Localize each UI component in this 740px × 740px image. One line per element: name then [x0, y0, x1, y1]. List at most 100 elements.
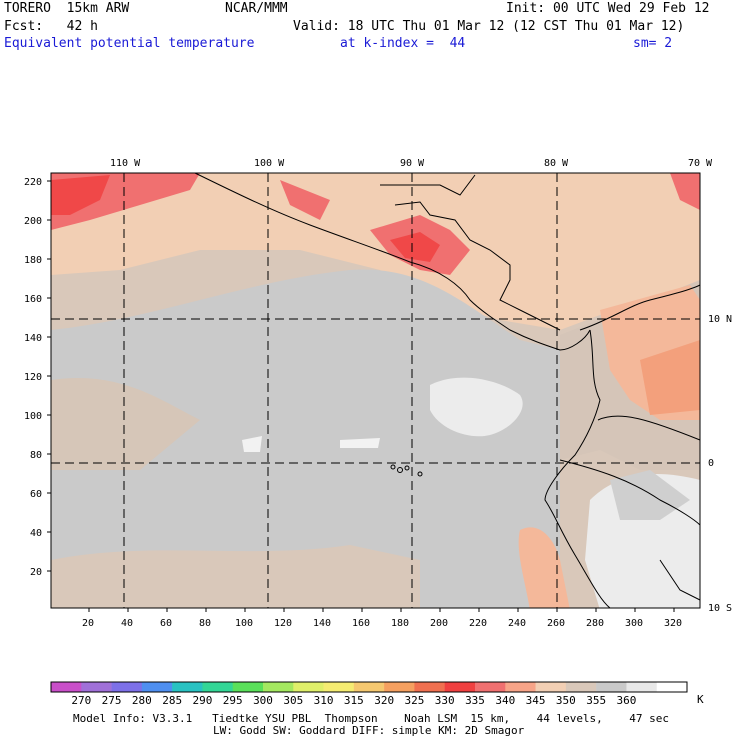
lat-label: 10 N: [708, 314, 732, 325]
colorbar-swatch: [172, 682, 203, 692]
x-tick-label: 60: [160, 618, 172, 629]
colorbar-swatch: [263, 682, 294, 692]
map-field: [51, 173, 700, 608]
map-frame: [50, 172, 701, 609]
field-white-patch-3: [242, 436, 262, 452]
level-index: at k-index = 44: [340, 36, 466, 51]
colorbar-swatch: [596, 682, 627, 692]
colorbar-label: 305: [283, 694, 304, 707]
colorbar-swatch: [353, 682, 385, 692]
x-tick-label: 300: [625, 618, 643, 629]
x-tick-label: 280: [586, 618, 604, 629]
graticule: [51, 173, 700, 608]
colorbar-swatch: [293, 682, 324, 692]
y-tick-label: 200: [24, 216, 42, 227]
axis-labels: 110 W 100 W 90 W 80 W 70 W 10 N 0 10 S 2…: [24, 158, 732, 629]
colorbar-swatch: [141, 682, 173, 692]
y-tick-label: 100: [24, 411, 42, 422]
colorbar-label: 295: [222, 694, 243, 707]
field-red-mexico: [280, 180, 330, 220]
x-tick-label: 160: [352, 618, 370, 629]
field-white-patch: [430, 377, 523, 437]
colorbar-frame: [50, 681, 688, 693]
y-tick-label: 20: [30, 567, 42, 578]
colorbar-swatch: [656, 682, 688, 692]
colorbar-swatch: [202, 682, 234, 692]
colorbar-label: 270: [71, 694, 92, 707]
model-physics: LW: Godd SW: Goddard DIFF: simple KM: 2D…: [213, 724, 525, 737]
x-tick-label: 220: [469, 618, 487, 629]
x-tick-label: 260: [547, 618, 565, 629]
x-tick-label: 120: [274, 618, 292, 629]
smoothing: sm= 2: [633, 36, 673, 51]
organization: NCAR/MMM: [225, 1, 288, 16]
coastline-yucatan: [380, 174, 476, 196]
lon-label: 70 W: [688, 158, 713, 169]
colorbar-swatch: [535, 682, 567, 692]
field-gray-central: [51, 269, 560, 608]
y-tick-label: 180: [24, 255, 42, 266]
field-salmon-east-2: [640, 340, 700, 415]
tick-marks: [47, 180, 675, 612]
init-time: Init: 00 UTC Wed 29 Feb 12: [506, 1, 710, 16]
colorbar-label: 325: [404, 694, 425, 707]
y-tick-label: 80: [30, 450, 42, 461]
colorbar: [50, 681, 688, 693]
coastline-caribbean: [394, 201, 561, 331]
y-tick-label: 120: [24, 372, 42, 383]
lon-label: 100 W: [254, 158, 285, 169]
colorbar-label: 290: [192, 694, 213, 707]
boundary-peru-brazil: [559, 459, 701, 526]
colorbar-unit: K: [697, 693, 704, 706]
field-gray-southeast: [610, 470, 690, 520]
y-tick-label: 140: [24, 333, 42, 344]
x-tick-label: 40: [121, 618, 133, 629]
forecast-hour: Fcst: 42 h: [4, 19, 98, 34]
colorbar-swatch: [505, 682, 536, 692]
x-tick-label: 20: [82, 618, 94, 629]
coastline-south-america-west: [544, 329, 611, 609]
colorbar-label: 340: [495, 694, 516, 707]
colorbar-label: 355: [586, 694, 607, 707]
colorbar-label: 315: [343, 694, 364, 707]
field-name: Equivalent potential temperature: [4, 36, 255, 51]
model-info: Model Info: V3.3.1 Tiedtke YSU PBL Thomp…: [73, 712, 670, 725]
colorbar-swatch: [232, 682, 264, 692]
lat-label: 0: [708, 458, 714, 469]
colorbar-swatch: [414, 682, 446, 692]
colorbar-swatch: [444, 682, 476, 692]
colorbar-swatch: [626, 682, 658, 692]
colorbar-label: 300: [253, 694, 273, 707]
coastline-pacific-central-america: [194, 172, 591, 351]
lat-label: 10 S: [708, 603, 732, 614]
field-peach-north: [51, 173, 700, 330]
colorbar-label: 360: [616, 694, 637, 707]
coastline-colombia-north: [579, 284, 701, 331]
colorbar-label: 280: [131, 694, 152, 707]
x-tick-label: 180: [391, 618, 409, 629]
lon-label: 110 W: [110, 158, 141, 169]
field-red-caribbean: [670, 173, 700, 210]
y-tick-label: 160: [24, 294, 42, 305]
lon-label: 80 W: [544, 158, 569, 169]
colorbar-swatch: [475, 682, 506, 692]
colorbar-label: 275: [101, 694, 122, 707]
field-white-patch-2: [340, 438, 380, 448]
colorbar-label: 345: [525, 694, 546, 707]
model-name: TORERO 15km ARW: [4, 1, 130, 16]
colorbar-swatch: [323, 682, 355, 692]
field-tan-south: [51, 545, 420, 608]
colorbar-label: 320: [374, 694, 395, 707]
colorbar-swatch: [111, 682, 143, 692]
y-tick-label: 60: [30, 489, 42, 500]
galapagos-islands: [390, 464, 423, 477]
x-tick-label: 100: [235, 618, 253, 629]
boundary-colombia-peru: [597, 415, 701, 441]
colorbar-swatch: [81, 682, 112, 692]
lon-label: 90 W: [400, 158, 425, 169]
field-tan-west: [51, 378, 200, 470]
y-tick-label: 220: [24, 177, 42, 188]
colorbar-swatch: [384, 682, 415, 692]
x-tick-label: 240: [508, 618, 526, 629]
